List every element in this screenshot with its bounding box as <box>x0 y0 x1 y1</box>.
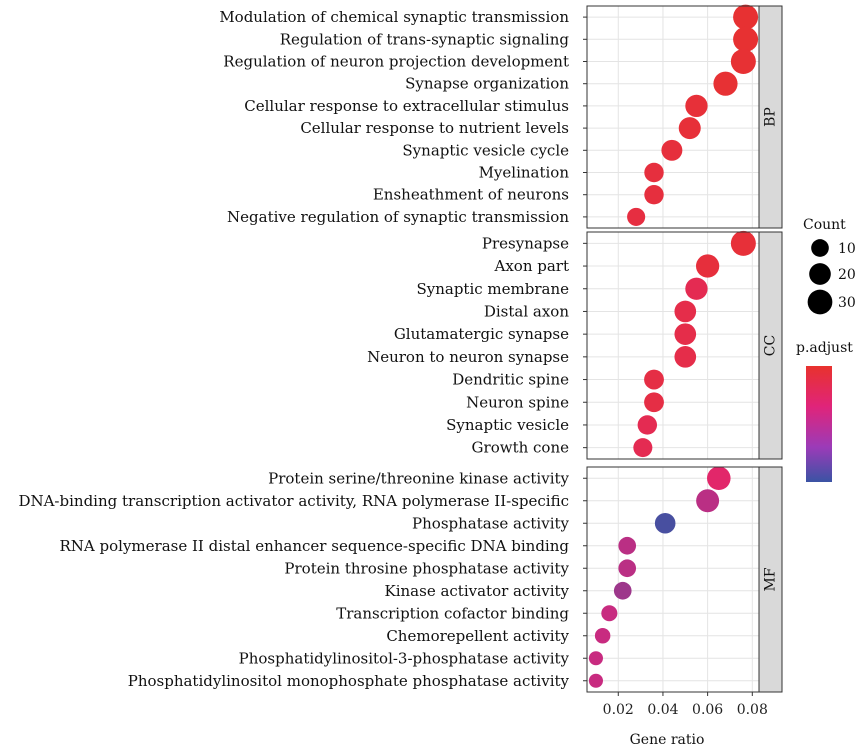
x-tick-label: 0.06 <box>692 702 723 718</box>
facet-panels: Modulation of chemical synaptic transmis… <box>18 4 783 693</box>
x-axis-title: Gene ratio <box>630 732 705 748</box>
term-dot <box>730 230 756 256</box>
term-label: Cellular response to nutrient levels <box>300 119 569 137</box>
term-dot <box>696 489 720 513</box>
term-dot <box>594 628 611 644</box>
term-label: Protein serine/threonine kinase activity <box>268 469 569 487</box>
term-label: Presynapse <box>482 234 569 252</box>
term-label: Regulation of neuron projection developm… <box>223 53 569 71</box>
facet-strip <box>758 231 783 460</box>
facet-strip <box>758 466 783 693</box>
term-dot <box>707 466 731 491</box>
panel-mf: Protein serine/threonine kinase activity… <box>18 466 783 693</box>
panel-background <box>587 467 759 692</box>
term-label: Myelination <box>479 164 570 182</box>
term-label: Synaptic vesicle cycle <box>402 141 569 159</box>
term-label: Phosphatidylinositol monophosphate phosp… <box>128 672 570 690</box>
term-dot <box>644 162 664 183</box>
panel-cc: Presynapse Axon part Synaptic membrane Dist… <box>367 230 783 460</box>
term-dot <box>674 300 697 323</box>
term-dot <box>695 254 720 278</box>
term-label: Cellular response to extracellular stimu… <box>244 97 569 115</box>
term-dot <box>661 139 683 161</box>
color-legend-title: p.adjust <box>796 340 853 356</box>
term-dot <box>674 323 697 345</box>
term-label: Glutamatergic synapse <box>394 325 569 343</box>
term-label: Axon part <box>494 257 570 275</box>
term-dot <box>613 581 632 600</box>
term-dot <box>733 4 759 30</box>
term-dot <box>674 346 697 368</box>
term-label: Ensheathment of neurons <box>373 186 569 204</box>
term-dot <box>588 651 603 666</box>
term-label: Transcription cofactor binding <box>336 604 569 622</box>
x-axis: Gene ratio 0.02 0.04 0.06 0.08 <box>603 692 768 748</box>
term-label: Modulation of chemical synaptic transmis… <box>219 8 569 26</box>
term-dot <box>644 392 664 413</box>
term-label: Negative regulation of synaptic transmis… <box>227 208 569 226</box>
term-label: Phosphatase activity <box>412 514 569 532</box>
panel-background <box>587 232 759 459</box>
term-dot <box>627 207 646 226</box>
term-dot <box>618 559 637 578</box>
size-legend-label: 20 <box>838 267 856 283</box>
term-label: Growth cone <box>472 439 570 457</box>
legends: Count p.adjust 10 20 30 <box>796 217 856 482</box>
term-dot <box>588 673 603 688</box>
term-label: Synaptic membrane <box>416 280 569 298</box>
term-label: Dendritic spine <box>452 371 569 389</box>
term-label: DNA-binding transcription activator acti… <box>18 492 569 510</box>
term-dot <box>637 415 658 435</box>
panel-background <box>587 6 759 228</box>
term-label: Neuron to neuron synapse <box>367 348 569 366</box>
term-label: Neuron spine <box>466 393 569 411</box>
term-label: Phosphatidylinositol-3-phosphatase activ… <box>239 649 570 667</box>
x-tick-label: 0.04 <box>647 702 678 718</box>
size-legend-label: 30 <box>838 295 856 311</box>
term-dot <box>601 605 618 622</box>
size-legend-title: Count <box>803 217 846 233</box>
term-dot <box>678 117 701 140</box>
term-label: Distal axon <box>484 302 569 320</box>
x-tick-label: 0.02 <box>603 702 634 718</box>
term-label: Kinase activator activity <box>385 582 570 600</box>
term-dot <box>633 438 653 458</box>
term-dot <box>644 369 664 390</box>
facet-strip <box>758 5 783 229</box>
term-label: Synapse organization <box>405 75 569 93</box>
color-legend-bar <box>806 366 832 482</box>
term-label: Regulation of trans-synaptic signaling <box>280 30 570 48</box>
term-dot <box>730 49 756 74</box>
term-label: RNA polymerase II distal enhancer sequen… <box>60 537 570 555</box>
term-dot <box>685 277 708 300</box>
x-tick-label: 0.08 <box>737 702 768 718</box>
facet-strip-label: BP <box>763 107 779 127</box>
size-legend-dot <box>811 239 829 257</box>
panel-bp: Modulation of chemical synaptic transmis… <box>219 4 783 229</box>
term-label: Synaptic vesicle <box>446 416 569 434</box>
size-legend-label: 10 <box>838 241 856 257</box>
term-dot <box>618 536 637 555</box>
facet-strip-label: CC <box>763 335 779 356</box>
term-dot <box>685 94 708 118</box>
facet-strip-label: MF <box>763 567 779 591</box>
term-dot <box>733 26 759 52</box>
term-dot <box>644 184 664 205</box>
size-legend-dot <box>807 289 833 315</box>
size-legend-dot <box>809 263 831 285</box>
term-label: Protein throsine phosphatase activity <box>284 559 569 577</box>
term-label: Chemorepellent activity <box>386 627 569 645</box>
term-dot <box>654 512 676 534</box>
term-dot <box>713 71 738 96</box>
